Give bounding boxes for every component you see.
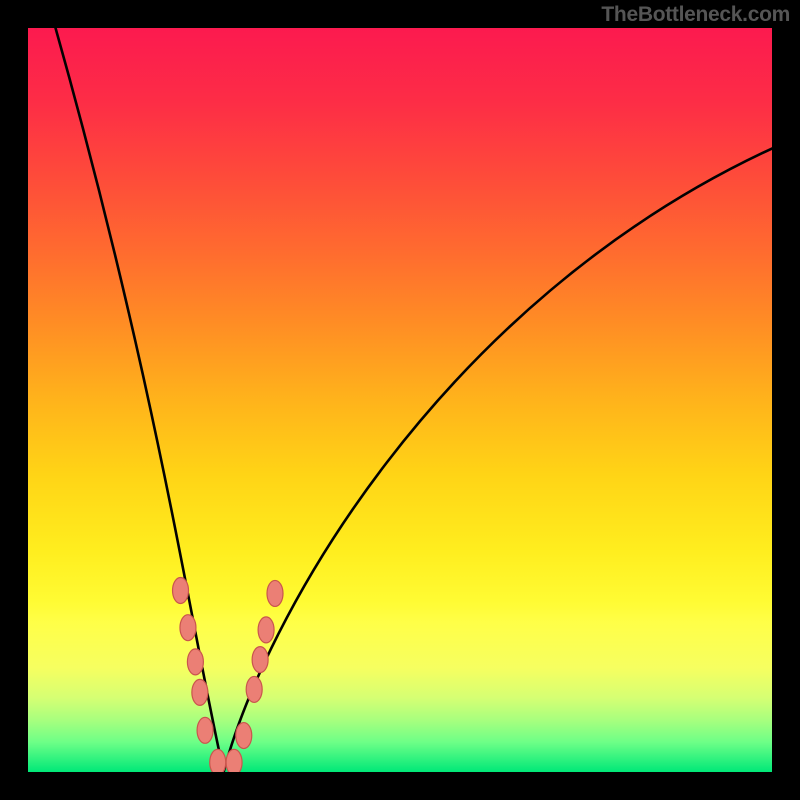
data-marker xyxy=(180,615,196,641)
data-marker xyxy=(192,679,208,705)
data-marker xyxy=(210,749,226,775)
data-marker xyxy=(236,723,252,749)
data-marker xyxy=(267,580,283,606)
data-marker xyxy=(226,749,242,775)
data-marker xyxy=(173,577,189,603)
data-marker xyxy=(252,647,268,673)
root-container: TheBottleneck.com xyxy=(0,0,800,800)
data-marker xyxy=(246,676,262,702)
data-marker xyxy=(197,717,213,743)
gradient-background xyxy=(28,28,772,772)
watermark-text: TheBottleneck.com xyxy=(601,3,790,27)
bottleneck-chart xyxy=(0,0,800,800)
data-marker xyxy=(258,617,274,643)
data-marker xyxy=(187,649,203,675)
